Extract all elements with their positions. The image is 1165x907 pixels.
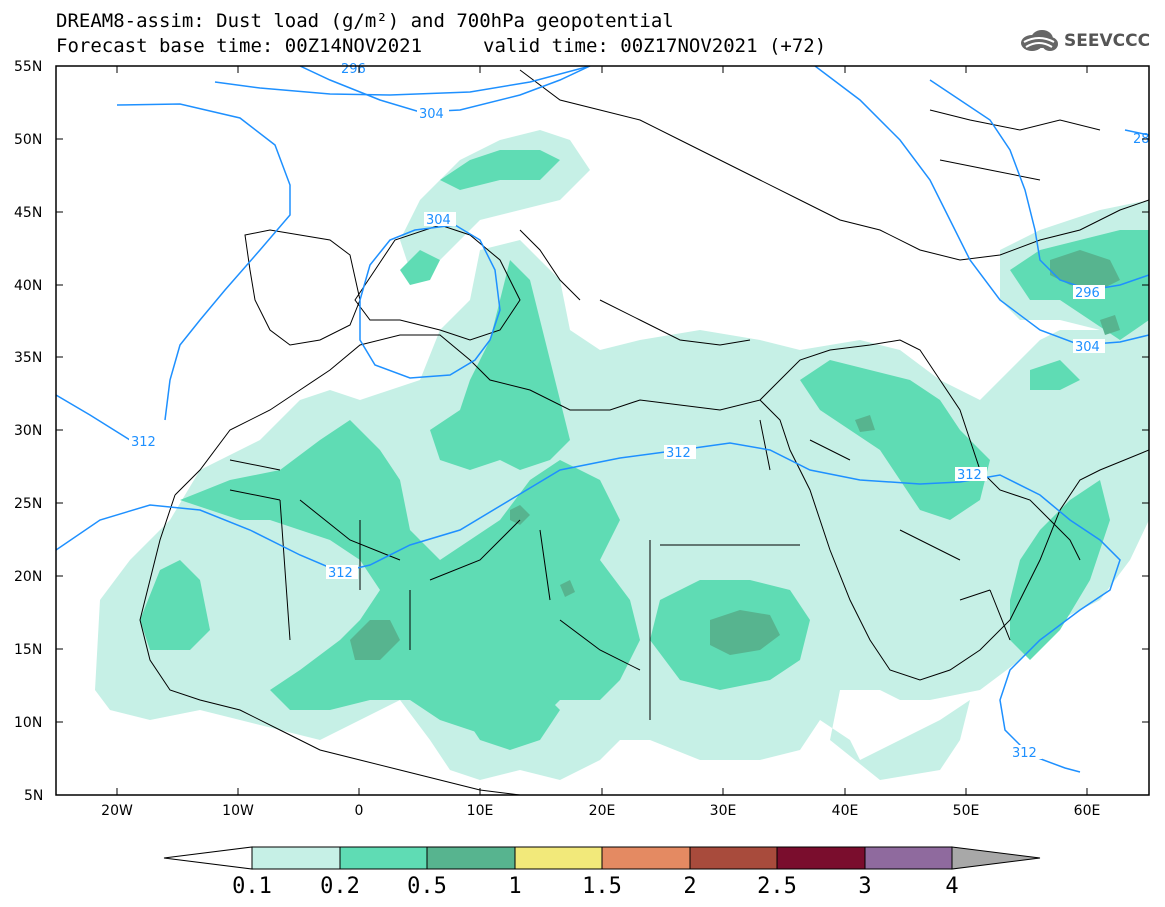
- lat-tick-label: 50N: [14, 132, 42, 148]
- colorbar-label: 1.5: [582, 874, 622, 899]
- map-title: DREAM8-assim: Dust load (g/m²) and 700hP…: [56, 10, 674, 32]
- valid-time: valid time: 00Z17NOV2021 (+72): [483, 35, 827, 57]
- contour-label: 304: [419, 107, 444, 122]
- lon-tick-label: 50E: [953, 803, 980, 819]
- forecast-base-time: Forecast base time: 00Z14NOV2021: [56, 35, 423, 57]
- colorbar-label: 0.5: [407, 874, 447, 899]
- colorbar-label: 1: [508, 874, 521, 899]
- contour-label: 304: [426, 213, 451, 228]
- colorbar-label: 0.1: [232, 874, 272, 899]
- longitude-axis: 20W 10W 0 10E 20E 30E 40E 50E 60E: [101, 66, 1100, 819]
- colorbar-label: 4: [945, 874, 958, 899]
- dust-load-field: [95, 130, 1149, 780]
- logo: SEEVCCC: [1018, 28, 1150, 54]
- latitude-axis: 55N 50N 45N 40N 35N 30N 25N 20N 15N 10N …: [14, 59, 1149, 804]
- lon-tick-label: 10E: [467, 803, 494, 819]
- contour-label: 312: [957, 468, 982, 483]
- colorbar: 0.1 0.2 0.5 1 1.5 2 2.5 3 4: [163, 846, 1041, 899]
- colorbar-label: 3: [858, 874, 871, 899]
- lat-tick-label: 35N: [14, 350, 42, 366]
- lat-tick-label: 25N: [14, 496, 42, 512]
- cloud-icon: [1021, 30, 1058, 51]
- colorbar-label: 2: [683, 874, 696, 899]
- contour-label: 312: [328, 566, 353, 581]
- contour-label: 312: [666, 446, 691, 461]
- coastlines: [139, 69, 1149, 795]
- lat-tick-label: 15N: [14, 642, 42, 658]
- colorbar-segment: [864, 846, 953, 870]
- colorbar-label: 2.5: [757, 874, 797, 899]
- contour-label: 304: [1075, 340, 1100, 355]
- lat-tick-label: 30N: [14, 423, 42, 439]
- colorbar-low-arrow: [163, 846, 253, 870]
- lat-tick-label: 20N: [14, 569, 42, 585]
- lon-tick-label: 30E: [710, 803, 737, 819]
- colorbar-segment: [776, 846, 866, 870]
- contour-label: 296: [1075, 286, 1100, 301]
- lon-tick-label: 20W: [101, 803, 133, 819]
- logo-text: SEEVCCC: [1064, 31, 1151, 51]
- contour-label: 28: [1133, 132, 1150, 147]
- lat-tick-label: 55N: [14, 59, 42, 75]
- lon-tick-label: 20E: [589, 803, 616, 819]
- lat-tick-label: 40N: [14, 278, 42, 294]
- contour-label: 312: [131, 435, 156, 450]
- contour-label: 296: [341, 62, 366, 77]
- colorbar-high-arrow: [951, 846, 1041, 870]
- lat-tick-label: 10N: [14, 715, 42, 731]
- lon-tick-label: 0: [355, 803, 364, 819]
- colorbar-segment: [426, 846, 516, 870]
- lat-tick-label: 45N: [14, 205, 42, 221]
- colorbar-segment: [601, 846, 691, 870]
- lon-tick-label: 60E: [1074, 803, 1101, 819]
- colorbar-segment: [251, 846, 341, 870]
- lat-tick-label: 5N: [24, 788, 43, 804]
- colorbar-segment: [689, 846, 778, 870]
- colorbar-segment: [514, 846, 603, 870]
- colorbar-label: 0.2: [320, 874, 360, 899]
- contour-label: 312: [1012, 746, 1037, 761]
- lon-tick-label: 10W: [222, 803, 254, 819]
- contour-label-group: 296 304 304 312 312 312 312 296 304 312 …: [129, 62, 1150, 761]
- colorbar-segment: [339, 846, 428, 870]
- lon-tick-label: 40E: [832, 803, 859, 819]
